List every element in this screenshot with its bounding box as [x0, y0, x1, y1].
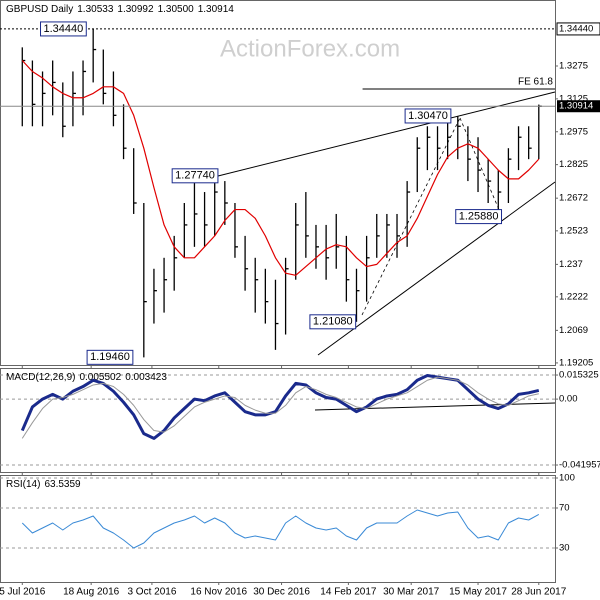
y-tick-label: 1.2069 [559, 325, 588, 336]
annotation-box [171, 168, 219, 184]
series-line [21, 509, 540, 549]
annotation-label: 1.21080 [313, 316, 353, 328]
last-price-box [557, 100, 600, 113]
y-tick-label: 1.2523 [559, 225, 588, 236]
annotation-box [86, 349, 134, 365]
annotation-label: 1.19460 [90, 351, 130, 363]
series-line [21, 376, 539, 439]
x-tick-label: 30 Dec 2016 [253, 587, 310, 598]
x-tick-label: 30 Mar 2017 [383, 587, 440, 598]
annotation-label: 1.25880 [459, 210, 499, 222]
projection-line [459, 117, 501, 213]
annotation-box [309, 314, 357, 330]
fe-level-label: FE 61.8 [518, 77, 553, 88]
panel-header: RSI(14) 63.5359 [6, 479, 81, 490]
y-tick-label: 0.00 [559, 394, 578, 405]
panel-header: MACD(12,26,9) 0.005502 0.003423 [6, 372, 167, 383]
projection-line [361, 117, 461, 316]
x-tick-label: 14 Feb 2017 [320, 587, 377, 598]
x-tick-label: 15 May 2017 [449, 587, 507, 598]
macd-trendline [314, 402, 556, 411]
y-tick-label: 1.2672 [559, 193, 588, 204]
reading: 1.30992 [117, 4, 154, 15]
y-tick-label: 1.2222 [559, 291, 588, 302]
annotation-box [40, 21, 87, 37]
y-tick-label: 1.3125 [559, 93, 588, 104]
reading: 63.5359 [44, 479, 81, 490]
x-tick-label: 5 Jul 2016 [0, 587, 46, 598]
panel-header: GBPUSD Daily 1.30533 1.30992 1.30500 1.30914 [6, 4, 234, 15]
panel-title: MACD(12,26,9) [6, 372, 75, 383]
x-tick-label: 3 Oct 2016 [127, 587, 176, 598]
macd-panel-frame [0, 368, 556, 473]
y-tick-label: 0.015325 [559, 370, 599, 381]
y-tick-label: 1.2975 [559, 126, 588, 137]
reading: 1.30914 [198, 4, 235, 15]
y-tick-label: -0.041957 [559, 460, 600, 471]
y-tick-label: 70 [559, 503, 570, 514]
panel-title: GBPUSD Daily [6, 4, 73, 15]
price-level-label: 1.34440 [559, 23, 593, 34]
x-tick-label: 16 Nov 2016 [190, 587, 247, 598]
reading: 1.30533 [77, 4, 114, 15]
annotation-box [404, 108, 452, 124]
reading: 0.005502 [79, 372, 121, 383]
y-tick-label: 30 [559, 543, 570, 554]
y-tick-label: 1.237 [559, 259, 583, 270]
annotation-label: 1.27740 [175, 170, 215, 182]
x-tick-label: 18 Aug 2016 [63, 587, 120, 598]
y-tick-label: 1.19205 [559, 357, 593, 368]
rsi-panel-frame [0, 475, 556, 583]
annotation-label: 1.30470 [408, 110, 448, 122]
series-line [21, 60, 540, 276]
last-price-label: 1.30914 [559, 101, 593, 112]
annotation-box [455, 209, 503, 225]
price-level-box [556, 22, 600, 36]
x-tick-label: 28 Jun 2017 [511, 587, 566, 598]
watermark: ActionForex.com [220, 35, 400, 62]
reading: 0.003423 [125, 372, 167, 383]
reading: 1.30500 [158, 4, 195, 15]
y-tick-label: 1.3275 [559, 61, 588, 72]
annotation-label: 1.34440 [44, 23, 84, 35]
lower-trendline [317, 181, 556, 356]
y-tick-label: 100 [559, 473, 575, 484]
y-tick-label: 1.2825 [559, 159, 588, 170]
panel-title: RSI(14) [6, 479, 40, 490]
price-panel-frame [0, 0, 556, 366]
